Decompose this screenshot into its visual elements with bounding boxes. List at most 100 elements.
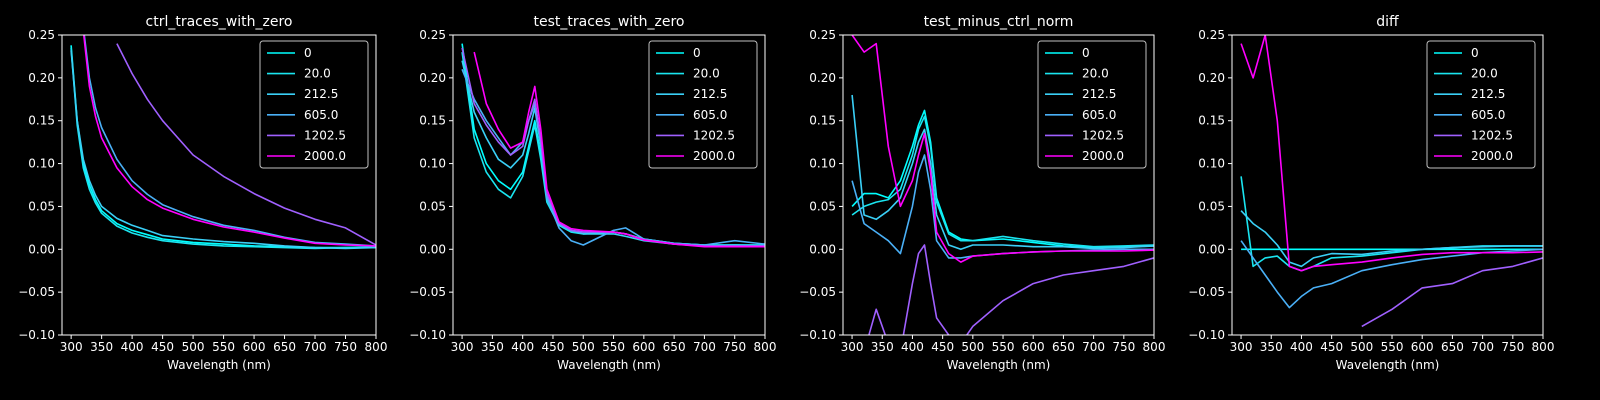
legend-label-605.0: 605.0 bbox=[304, 108, 338, 122]
x-tick-label: 300 bbox=[60, 340, 83, 354]
y-tick-label: −0.10 bbox=[18, 328, 55, 342]
series-line-2000.0 bbox=[82, 35, 376, 247]
y-tick-label: 0.25 bbox=[809, 28, 836, 42]
x-tick-label: 350 bbox=[1260, 340, 1283, 354]
y-tick-label: −0.05 bbox=[409, 285, 446, 299]
legend-label-605.0: 605.0 bbox=[1082, 108, 1116, 122]
series-line-2000.0 bbox=[1240, 35, 1543, 272]
x-tick-label: 500 bbox=[961, 340, 984, 354]
x-tick-label: 400 bbox=[511, 340, 534, 354]
y-tick-label: 0.15 bbox=[419, 114, 446, 128]
series-group bbox=[851, 35, 1154, 335]
axes-frame bbox=[452, 34, 766, 336]
x-tick-label: 450 bbox=[151, 340, 174, 354]
x-tick-label: 550 bbox=[1381, 340, 1404, 354]
legend-label-0: 0 bbox=[1082, 46, 1090, 60]
legend-label-0: 0 bbox=[693, 46, 701, 60]
x-tick-label: 700 bbox=[1082, 340, 1105, 354]
x-tick-label: 400 bbox=[901, 340, 924, 354]
y-tick-label: 0.20 bbox=[809, 71, 836, 85]
legend-label-2000.0: 2000.0 bbox=[1471, 149, 1513, 163]
series-line-605.0 bbox=[83, 35, 376, 247]
series-group bbox=[461, 43, 765, 248]
legend-label-20.0: 20.0 bbox=[693, 67, 720, 81]
series-line-212.5 bbox=[1240, 210, 1543, 268]
x-tick-label: 650 bbox=[1052, 340, 1075, 354]
x-tick-label: 500 bbox=[1350, 340, 1373, 354]
legend-label-1202.5: 1202.5 bbox=[1082, 128, 1124, 142]
chart-panel-2: 300 350 400 450 500 550 600 650 700 750 800 −0.10 −0… bbox=[409, 14, 776, 372]
legend-label-2000.0: 2000.0 bbox=[304, 149, 346, 163]
y-tick-label: −0.10 bbox=[1188, 328, 1225, 342]
x-tick-label: 700 bbox=[1471, 340, 1494, 354]
x-tick-label: 650 bbox=[273, 340, 296, 354]
series-line-212.5 bbox=[851, 94, 1154, 251]
legend-label-1202.5: 1202.5 bbox=[693, 128, 735, 142]
x-tick-label: 700 bbox=[693, 340, 716, 354]
x-tick-label: 500 bbox=[572, 340, 595, 354]
chart-panel-3: 300 350 400 450 500 550 600 650 700 750 800 −0.10 −0… bbox=[799, 14, 1165, 372]
series-line-1202.5 bbox=[116, 43, 376, 246]
x-tick-label: 800 bbox=[1143, 340, 1166, 354]
x-tick-label: 400 bbox=[121, 340, 144, 354]
series-line-605.0 bbox=[461, 69, 765, 246]
legend-label-20.0: 20.0 bbox=[1082, 67, 1109, 81]
y-tick-label: 0.00 bbox=[809, 242, 836, 256]
x-axis-label: Wavelength (nm) bbox=[1336, 358, 1440, 372]
x-tick-label: 700 bbox=[304, 340, 327, 354]
legend-label-605.0: 605.0 bbox=[693, 108, 727, 122]
x-tick-label: 300 bbox=[1230, 340, 1253, 354]
y-tick-label: 0.05 bbox=[419, 199, 446, 213]
legend-label-20.0: 20.0 bbox=[304, 67, 331, 81]
legend-label-212.5: 212.5 bbox=[1082, 87, 1116, 101]
legend-label-2000.0: 2000.0 bbox=[693, 149, 735, 163]
chart-panel-4: 300 350 400 450 500 550 600 650 700 750 800 −0.10 −0… bbox=[1188, 14, 1554, 372]
legend-label-0: 0 bbox=[304, 46, 312, 60]
chart-title: diff bbox=[1376, 14, 1399, 30]
series-line-2000.0 bbox=[851, 35, 1154, 263]
series-line-2000.0 bbox=[473, 51, 765, 248]
y-tick-label: 0.05 bbox=[1198, 199, 1225, 213]
y-tick-label: 0.10 bbox=[28, 157, 55, 171]
y-tick-label: −0.10 bbox=[409, 328, 446, 342]
legend-box bbox=[1037, 40, 1147, 169]
y-tick-label: 0.25 bbox=[1198, 28, 1225, 42]
series-line-20.0 bbox=[851, 115, 1154, 248]
series-line-605.0 bbox=[851, 154, 1154, 259]
y-tick-label: 0.15 bbox=[809, 114, 836, 128]
x-tick-label: 800 bbox=[365, 340, 388, 354]
legend-label-0: 0 bbox=[1471, 46, 1479, 60]
legend-box bbox=[1426, 40, 1536, 169]
axes-frame bbox=[61, 34, 377, 336]
legend: 0 20.0 212.5 605.0 1202.5 2000.0 bbox=[1037, 40, 1147, 169]
y-tick-label: 0.25 bbox=[28, 28, 55, 42]
y-tick-label: −0.05 bbox=[18, 285, 55, 299]
chart-title: test_traces_with_zero bbox=[534, 14, 685, 30]
legend-label-1202.5: 1202.5 bbox=[304, 128, 346, 142]
legend: 0 20.0 212.5 605.0 1202.5 2000.0 bbox=[1426, 40, 1536, 169]
x-tick-label: 300 bbox=[451, 340, 474, 354]
x-tick-label: 550 bbox=[212, 340, 235, 354]
chart-title: ctrl_traces_with_zero bbox=[146, 14, 293, 30]
y-tick-label: 0.00 bbox=[419, 242, 446, 256]
legend-label-212.5: 212.5 bbox=[304, 87, 338, 101]
y-tick-label: 0.15 bbox=[28, 114, 55, 128]
x-tick-label: 600 bbox=[1022, 340, 1045, 354]
series-group bbox=[1240, 35, 1543, 328]
y-tick-label: 0.20 bbox=[419, 71, 446, 85]
y-tick-label: 0.15 bbox=[1198, 114, 1225, 128]
y-tick-label: 0.00 bbox=[28, 242, 55, 256]
y-tick-label: −0.10 bbox=[799, 328, 836, 342]
x-tick-label: 750 bbox=[1112, 340, 1135, 354]
legend-box bbox=[648, 40, 758, 169]
x-tick-label: 650 bbox=[1441, 340, 1464, 354]
legend-label-2000.0: 2000.0 bbox=[1082, 149, 1124, 163]
y-tick-label: 0.05 bbox=[809, 199, 836, 213]
x-tick-label: 500 bbox=[182, 340, 205, 354]
x-tick-label: 600 bbox=[1411, 340, 1434, 354]
legend-label-1202.5: 1202.5 bbox=[1471, 128, 1513, 142]
series-line-605.0 bbox=[1240, 240, 1543, 309]
series-line-212.5 bbox=[70, 50, 376, 250]
series-line-20.0 bbox=[70, 47, 376, 250]
